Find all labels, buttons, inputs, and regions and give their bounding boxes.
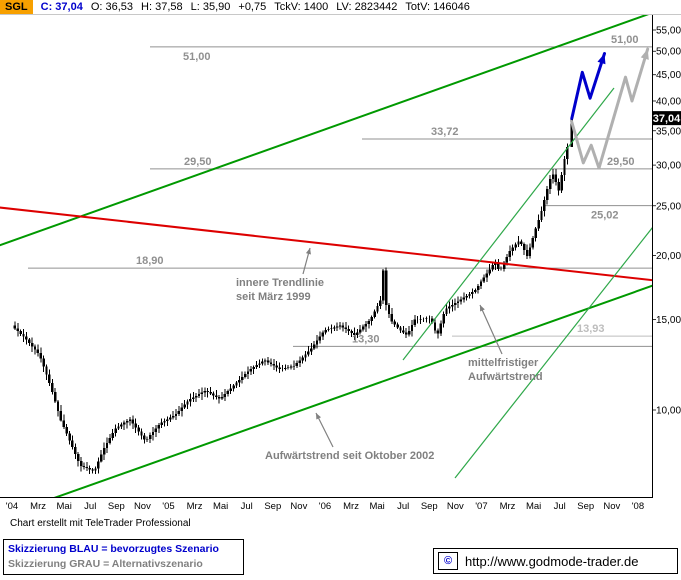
svg-text:Sep: Sep [421, 501, 438, 512]
candlesticks [13, 114, 574, 474]
svg-text:29,50: 29,50 [184, 156, 212, 168]
quote-high: H: 37,58 [141, 1, 183, 13]
scenario-legend: Skizzierung BLAU = bevorzugtes Szenario … [3, 539, 244, 575]
copyright-icon: © [438, 552, 458, 570]
upper-channel-line [0, 15, 649, 247]
support-resistance-lines [28, 46, 652, 347]
level-labels: 51,00 51,00 33,72 29,50 29,50 25,02 18,90 13,30… [136, 34, 639, 346]
quote-open: O: 36,53 [90, 1, 134, 13]
annotation-line: innere Trendlinie [236, 277, 325, 289]
svg-text:Jul: Jul [241, 501, 253, 512]
midterm-uptrend-upper [402, 87, 615, 361]
svg-text:Jul: Jul [84, 501, 96, 512]
lower-channel-line [53, 284, 652, 497]
svg-text:'05: '05 [162, 501, 174, 512]
x-axis-labels: '04 Mrz Mai Jul Sep Nov '05 Mrz Mai Jul Sep Nov '06 M… [6, 501, 644, 512]
quote-close: C: 37,04 [40, 1, 83, 13]
legend-alternative-scenario: Skizzierung GRAU = Alternativszenario [8, 558, 203, 570]
svg-text:51,00: 51,00 [183, 51, 211, 63]
svg-text:'08: '08 [632, 501, 644, 512]
svg-text:Nov: Nov [447, 501, 464, 512]
svg-text:35,00: 35,00 [656, 126, 681, 137]
svg-text:'06: '06 [319, 501, 331, 512]
svg-text:Nov: Nov [290, 501, 307, 512]
svg-text:Jul: Jul [397, 501, 409, 512]
svg-text:13,30: 13,30 [352, 333, 380, 345]
quote-last-volume: LV: 2823442 [336, 1, 398, 13]
scenario-arrows [570, 47, 650, 170]
svg-text:55,00: 55,00 [656, 26, 681, 37]
svg-text:Mrz: Mrz [187, 501, 203, 512]
svg-text:Sep: Sep [264, 501, 281, 512]
svg-text:45,00: 45,00 [656, 70, 681, 81]
svg-text:Mai: Mai [57, 501, 72, 512]
svg-text:51,00: 51,00 [611, 34, 639, 46]
legend-preferred-scenario: Skizzierung BLAU = bevorzugtes Szenario [8, 543, 219, 555]
annotation-inner-trendline: innere Trendlinie seit März 1999 [236, 276, 324, 304]
svg-text:15,00: 15,00 [656, 315, 681, 326]
svg-text:20,00: 20,00 [656, 251, 681, 262]
svg-text:Sep: Sep [108, 501, 125, 512]
annotation-midterm-uptrend: mittelfristiger Aufwärtstrend [468, 356, 543, 384]
inner-downtrend-line [0, 206, 652, 282]
source-url: http://www.godmode-trader.de [465, 553, 639, 569]
svg-text:29,50: 29,50 [607, 156, 635, 168]
quote-total-volume: TotV: 146046 [405, 1, 470, 13]
annotation-line: Aufwärtstrend [468, 371, 543, 383]
svg-text:Mai: Mai [213, 501, 228, 512]
svg-text:Mai: Mai [369, 501, 384, 512]
svg-text:Mrz: Mrz [30, 501, 46, 512]
svg-text:Mai: Mai [526, 501, 541, 512]
svg-text:37,04: 37,04 [653, 113, 681, 125]
midterm-uptrend-lower [454, 227, 652, 479]
annotation-line: Aufwärtstrend seit Oktober 2002 [265, 450, 435, 462]
svg-text:50,00: 50,00 [656, 47, 681, 58]
quote-bar: SGL C: 37,04 O: 36,53 H: 37,58 L: 35,90 … [0, 0, 681, 14]
svg-text:18,90: 18,90 [136, 255, 164, 267]
quote-low: L: 35,90 [190, 1, 231, 13]
svg-text:'04: '04 [6, 501, 18, 512]
annotation-uptrend-2002: Aufwärtstrend seit Oktober 2002 [265, 449, 434, 463]
svg-text:33,72: 33,72 [431, 126, 459, 138]
instrument-symbol: SGL [0, 0, 33, 14]
quote-change: +0,75 [238, 1, 267, 13]
source-box: © http://www.godmode-trader.de [433, 548, 678, 574]
svg-text:30,00: 30,00 [656, 161, 681, 172]
svg-text:25,02: 25,02 [591, 210, 619, 222]
trendlines [0, 15, 652, 497]
annotation-line: seit März 1999 [236, 291, 311, 303]
svg-text:Mrz: Mrz [500, 501, 516, 512]
svg-text:Sep: Sep [577, 501, 594, 512]
svg-text:Nov: Nov [134, 501, 151, 512]
quote-tick-volume: TckV: 1400 [274, 1, 329, 13]
last-price-tag: 37,04 [652, 111, 681, 126]
annotation-arrows [302, 247, 503, 448]
chart-credit: Chart erstellt mit TeleTrader Profession… [10, 518, 191, 529]
svg-text:13,93: 13,93 [577, 323, 605, 335]
svg-text:40,00: 40,00 [656, 96, 681, 107]
annotation-line: mittelfristiger [468, 357, 539, 369]
svg-text:Mrz: Mrz [343, 501, 359, 512]
svg-text:Jul: Jul [554, 501, 566, 512]
svg-text:25,00: 25,00 [656, 201, 681, 212]
svg-text:Nov: Nov [603, 501, 620, 512]
svg-text:'07: '07 [475, 501, 487, 512]
svg-text:10,00: 10,00 [656, 405, 681, 416]
y-axis-labels: 55,00 50,00 45,00 40,00 35,00 30,00 25,00 20,00… [652, 26, 681, 416]
